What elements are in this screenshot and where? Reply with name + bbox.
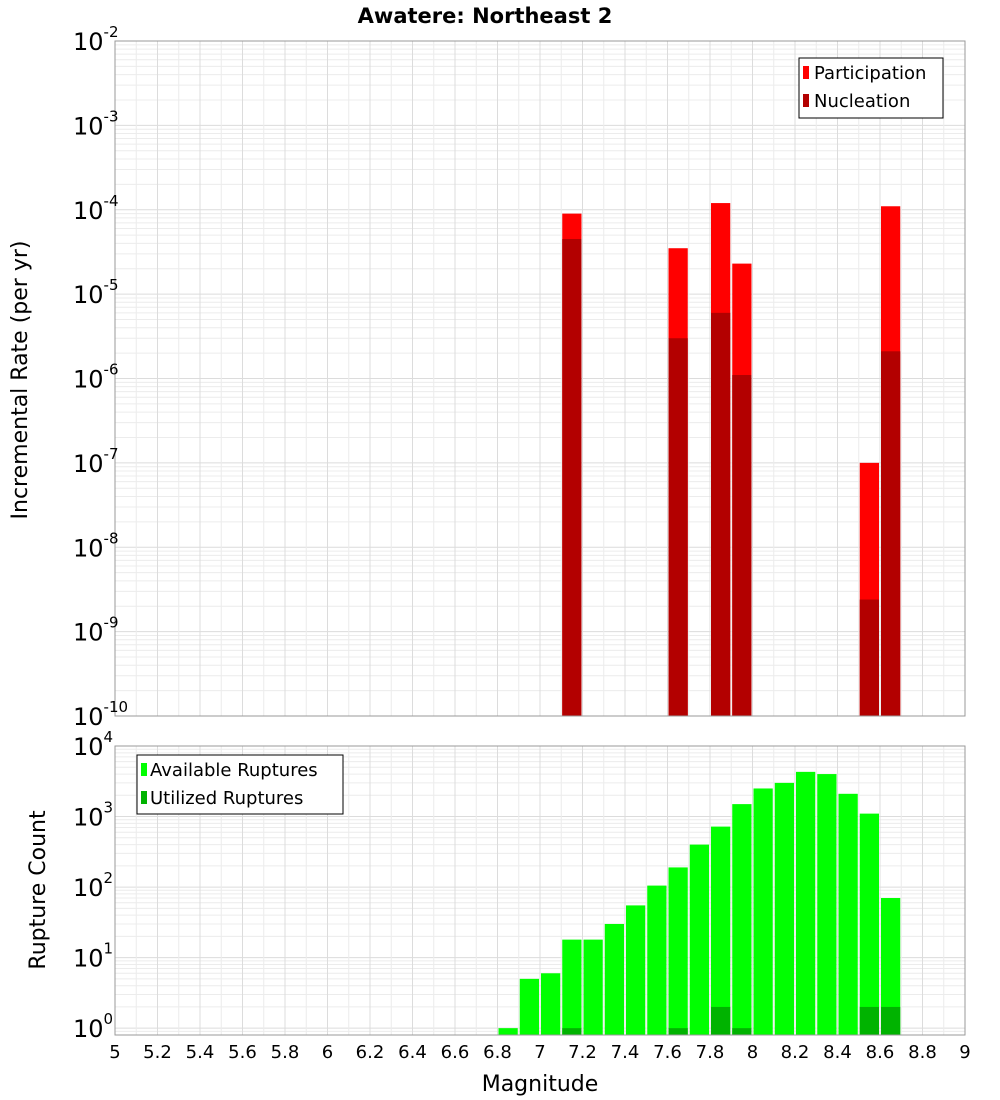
bar-available-ruptures-8-05 xyxy=(753,788,773,1035)
bar-available-ruptures-7-65 xyxy=(668,867,688,1035)
bar-available-ruptures-7-05 xyxy=(541,973,561,1035)
bar-available-ruptures-6-85 xyxy=(498,1028,518,1035)
x-tick-label: 9 xyxy=(959,1042,970,1063)
x-tick-label: 8.4 xyxy=(823,1042,852,1063)
bar-utilized-ruptures-7-85 xyxy=(711,1006,731,1035)
legend-swatch-available-ruptures xyxy=(141,763,147,776)
x-tick-label: 6.2 xyxy=(356,1042,385,1063)
x-tick-label: 5 xyxy=(109,1042,120,1063)
bar-nucleation-7-85 xyxy=(711,312,731,716)
x-tick-label: 6 xyxy=(322,1042,333,1063)
bar-available-ruptures-8-45 xyxy=(838,793,858,1035)
bar-available-ruptures-8-55 xyxy=(859,813,879,1035)
top-gridlines xyxy=(114,41,966,717)
y-tick-label: 104 xyxy=(73,728,113,761)
bar-nucleation-8-65 xyxy=(881,351,901,716)
legend-label-available-ruptures: Available Ruptures xyxy=(150,760,318,781)
bottom-legend: Available Ruptures Utilized Ruptures xyxy=(136,754,344,815)
y-tick-label: 103 xyxy=(73,799,113,832)
y-tick-label: 10-5 xyxy=(73,276,119,309)
x-tick-label: 5.4 xyxy=(186,1042,215,1063)
legend-label-participation: Participation xyxy=(814,63,926,84)
bar-utilized-ruptures-7-65 xyxy=(668,1028,688,1035)
y-tick-label: 10-8 xyxy=(73,529,119,562)
bar-utilized-ruptures-7-15 xyxy=(562,1028,582,1035)
legend-label-utilized-ruptures: Utilized Ruptures xyxy=(150,788,303,809)
bar-available-ruptures-7-35 xyxy=(604,923,624,1035)
y-tick-label: 10-6 xyxy=(73,361,119,394)
bottom-legend-box xyxy=(136,754,344,815)
bar-utilized-ruptures-7-95 xyxy=(732,1028,752,1035)
x-tick-label: 7.8 xyxy=(696,1042,725,1063)
chart-title: Awatere: Northeast 2 xyxy=(358,4,613,28)
top-plot-border xyxy=(114,40,966,717)
x-tick-label: 7 xyxy=(534,1042,545,1063)
x-tick-label: 6.6 xyxy=(441,1042,470,1063)
x-tick-label: 6.4 xyxy=(398,1042,427,1063)
x-tick-label: 5.6 xyxy=(228,1042,257,1063)
bar-nucleation-7-95 xyxy=(732,375,752,716)
bar-available-ruptures-8-15 xyxy=(774,782,794,1035)
bar-nucleation-7-65 xyxy=(668,338,688,716)
top-legend-box xyxy=(798,57,944,119)
x-tick-label: 6.8 xyxy=(483,1042,512,1063)
y-tick-label: 10-10 xyxy=(73,698,128,731)
top-y-ticks: 10-10 10-9 10-8 10-7 10-6 10-5 10-4 10-3 10-2 xyxy=(73,23,128,731)
bottom-plot-border xyxy=(114,745,966,1036)
bar-available-ruptures-6-95 xyxy=(519,978,539,1035)
y-tick-label: 10-4 xyxy=(73,192,119,225)
bottom-bars xyxy=(498,771,901,1035)
bar-available-ruptures-7-55 xyxy=(647,885,667,1035)
x-tick-label: 8.6 xyxy=(866,1042,895,1063)
bar-available-ruptures-8-65 xyxy=(881,898,901,1035)
x-tick-label: 5.8 xyxy=(271,1042,300,1063)
bar-available-ruptures-7-95 xyxy=(732,804,752,1035)
bottom-y-axis-label: Rupture Count xyxy=(26,810,51,970)
y-tick-label: 10-2 xyxy=(73,23,119,56)
x-tick-label: 8.2 xyxy=(781,1042,810,1063)
legend-swatch-utilized-ruptures xyxy=(141,791,147,804)
x-tick-label: 8.8 xyxy=(908,1042,937,1063)
bar-available-ruptures-7-15 xyxy=(562,939,582,1035)
legend-swatch-participation xyxy=(803,66,809,79)
x-tick-label: 8 xyxy=(747,1042,758,1063)
legend-label-nucleation: Nucleation xyxy=(814,91,910,112)
y-tick-label: 10-3 xyxy=(73,107,119,140)
bar-available-ruptures-7-75 xyxy=(689,844,709,1035)
bar-nucleation-7-15 xyxy=(562,239,582,716)
y-tick-label: 10-7 xyxy=(73,445,119,478)
bar-utilized-ruptures-8-55 xyxy=(859,1006,879,1035)
x-ticks: 5 5.2 5.4 5.6 5.8 6 6.2 6.4 6.6 6.8 7 7.2 7.4 7.6 7.8 8… xyxy=(109,1042,970,1063)
y-tick-label: 100 xyxy=(73,1010,113,1043)
bar-utilized-ruptures-8-65 xyxy=(881,1006,901,1035)
x-axis-label: Magnitude xyxy=(482,1072,599,1097)
bar-available-ruptures-8-35 xyxy=(817,774,837,1035)
y-tick-label: 101 xyxy=(73,940,113,973)
x-tick-label: 7.6 xyxy=(653,1042,682,1063)
bar-available-ruptures-8-25 xyxy=(796,771,816,1035)
bar-nucleation-8-55 xyxy=(859,599,879,716)
y-tick-label: 102 xyxy=(73,869,113,902)
x-tick-label: 7.4 xyxy=(611,1042,640,1063)
x-tick-label: 7.2 xyxy=(568,1042,597,1063)
bottom-y-ticks: 100 101 102 103 104 xyxy=(73,728,113,1043)
bar-available-ruptures-7-85 xyxy=(711,826,731,1035)
top-legend: Participation Nucleation xyxy=(798,57,944,119)
y-tick-label: 10-9 xyxy=(73,614,119,647)
x-tick-label: 5.2 xyxy=(143,1042,172,1063)
legend-swatch-nucleation xyxy=(803,94,809,107)
top-y-axis-label: Incremental Rate (per yr) xyxy=(8,241,33,520)
top-bars xyxy=(562,203,901,717)
bar-available-ruptures-7-25 xyxy=(583,939,603,1035)
bar-available-ruptures-7-45 xyxy=(626,905,646,1035)
